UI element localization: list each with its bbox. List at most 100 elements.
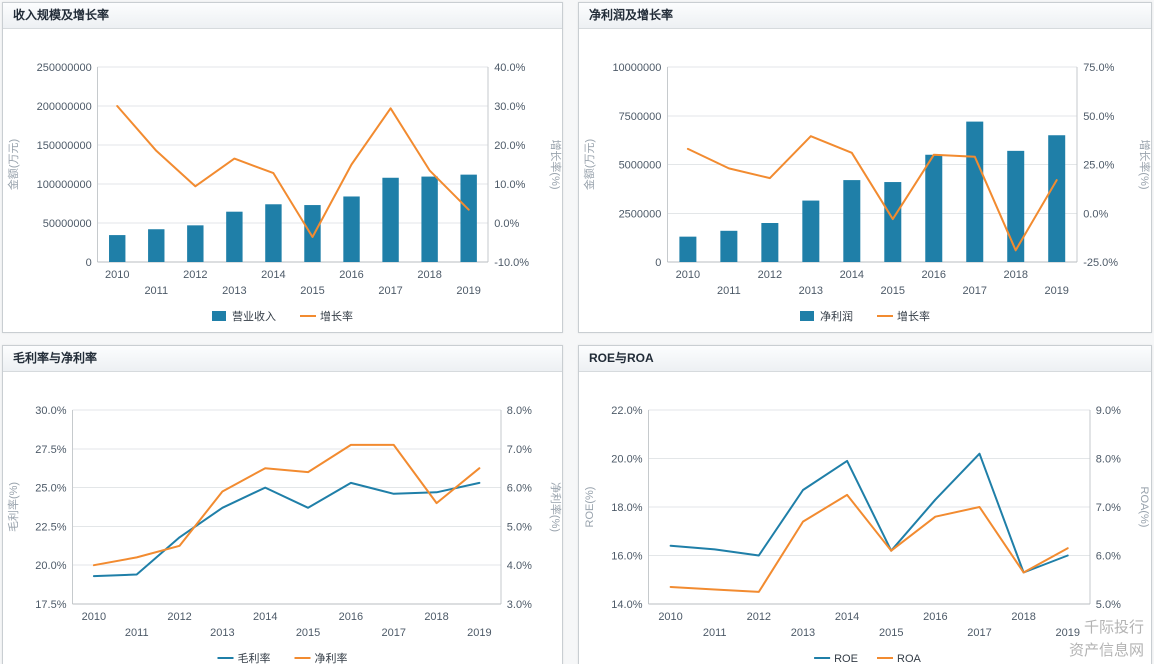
svg-text:2011: 2011 xyxy=(717,285,741,297)
svg-text:2014: 2014 xyxy=(253,611,277,623)
svg-text:2019: 2019 xyxy=(1055,627,1079,639)
svg-text:20.0%: 20.0% xyxy=(611,454,642,466)
svg-text:20.0%: 20.0% xyxy=(494,140,525,152)
svg-text:22.5%: 22.5% xyxy=(35,521,66,533)
chart-roe-roa: 22.0% 20.0% 18.0% 16.0% 14.0% 9.0% 8.0% 7.0% 6.0… xyxy=(579,372,1151,664)
svg-text:2014: 2014 xyxy=(261,269,285,281)
svg-text:2013: 2013 xyxy=(799,285,823,297)
svg-text:2018: 2018 xyxy=(417,269,441,281)
svg-text:40.0%: 40.0% xyxy=(494,62,525,74)
svg-text:200000000: 200000000 xyxy=(37,101,92,113)
svg-text:2010: 2010 xyxy=(658,611,682,623)
svg-text:2019: 2019 xyxy=(1044,285,1068,297)
svg-text:2017: 2017 xyxy=(967,627,991,639)
svg-text:ROE(%): ROE(%) xyxy=(584,487,596,528)
svg-text:7.0%: 7.0% xyxy=(507,444,532,456)
chart-margins: 30.0% 27.5% 25.0% 22.5% 20.0% 17.5% 8.0% 7.0% 6.… xyxy=(3,372,562,664)
svg-text:2012: 2012 xyxy=(167,611,191,623)
panel-title-revenue-growth: 收入规模及增长率 xyxy=(3,3,562,29)
svg-text:ROE: ROE xyxy=(834,653,858,664)
panel-title-netprofit-growth: 净利润及增长率 xyxy=(579,3,1151,29)
panel-netprofit-growth: 净利润及增长率 10000000 7500000 5000000 2500000 0 75… xyxy=(578,2,1152,333)
svg-text:2013: 2013 xyxy=(210,627,234,639)
svg-text:9.0%: 9.0% xyxy=(1096,405,1121,417)
svg-text:2016: 2016 xyxy=(339,269,363,281)
svg-text:2018: 2018 xyxy=(1003,269,1027,281)
svg-text:10000000: 10000000 xyxy=(612,62,661,74)
svg-text:净利率: 净利率 xyxy=(315,651,348,664)
svg-text:2010: 2010 xyxy=(82,611,106,623)
svg-text:14.0%: 14.0% xyxy=(611,599,642,611)
svg-text:150000000: 150000000 xyxy=(37,140,92,152)
svg-text:2016: 2016 xyxy=(339,611,363,623)
svg-text:30.0%: 30.0% xyxy=(35,405,66,417)
svg-text:5.0%: 5.0% xyxy=(1096,599,1121,611)
svg-text:增长率: 增长率 xyxy=(897,309,930,323)
svg-text:营业收入: 营业收入 xyxy=(232,309,276,323)
svg-text:2018: 2018 xyxy=(1011,611,1035,623)
svg-text:2012: 2012 xyxy=(183,269,207,281)
panel-title-text: 净利润及增长率 xyxy=(589,8,674,22)
svg-text:2010: 2010 xyxy=(676,269,700,281)
svg-text:6.0%: 6.0% xyxy=(1096,551,1121,563)
svg-text:2015: 2015 xyxy=(881,285,905,297)
svg-text:2015: 2015 xyxy=(879,627,903,639)
svg-text:2019: 2019 xyxy=(456,285,480,297)
svg-text:2019: 2019 xyxy=(467,627,491,639)
panel-title-roe-roa: ROE与ROA xyxy=(579,346,1151,372)
svg-text:2012: 2012 xyxy=(747,611,771,623)
svg-text:0: 0 xyxy=(86,257,92,269)
chart-revenue-growth: 250000000 200000000 150000000 100000000 5000… xyxy=(3,29,562,332)
svg-text:2017: 2017 xyxy=(378,285,402,297)
svg-text:-10.0%: -10.0% xyxy=(494,257,529,269)
svg-text:5.0%: 5.0% xyxy=(507,521,532,533)
svg-text:18.0%: 18.0% xyxy=(611,502,642,514)
svg-text:增长率(%): 增长率(%) xyxy=(1138,139,1151,189)
svg-text:2015: 2015 xyxy=(300,285,324,297)
svg-text:6.0%: 6.0% xyxy=(507,483,532,495)
svg-text:50.0%: 50.0% xyxy=(1083,111,1114,123)
svg-text:250000000: 250000000 xyxy=(37,62,92,74)
svg-text:毛利率: 毛利率 xyxy=(238,651,271,664)
svg-text:2016: 2016 xyxy=(922,269,946,281)
svg-text:增长率: 增长率 xyxy=(320,309,353,323)
svg-text:金额(万元): 金额(万元) xyxy=(582,139,596,190)
svg-text:100000000: 100000000 xyxy=(37,179,92,191)
panel-title-margins: 毛利率与净利率 xyxy=(3,346,562,372)
svg-text:增长率(%): 增长率(%) xyxy=(549,139,562,189)
svg-text:2010: 2010 xyxy=(105,269,129,281)
svg-text:22.0%: 22.0% xyxy=(611,405,642,417)
svg-text:0.0%: 0.0% xyxy=(1083,208,1108,220)
svg-text:2014: 2014 xyxy=(835,611,859,623)
svg-text:-25.0%: -25.0% xyxy=(1083,257,1118,269)
svg-text:20.0%: 20.0% xyxy=(35,560,66,572)
svg-text:30.0%: 30.0% xyxy=(494,101,525,113)
svg-text:2016: 2016 xyxy=(923,611,947,623)
svg-text:16.0%: 16.0% xyxy=(611,551,642,563)
svg-text:0: 0 xyxy=(655,257,661,269)
svg-text:7.0%: 7.0% xyxy=(1096,502,1121,514)
svg-text:27.5%: 27.5% xyxy=(35,444,66,456)
svg-text:ROA(%): ROA(%) xyxy=(1138,487,1150,528)
svg-text:2017: 2017 xyxy=(381,627,405,639)
svg-text:8.0%: 8.0% xyxy=(507,405,532,417)
svg-text:10.0%: 10.0% xyxy=(494,179,525,191)
svg-text:2500000: 2500000 xyxy=(619,208,662,220)
svg-text:17.5%: 17.5% xyxy=(35,599,66,611)
svg-text:金额(万元): 金额(万元) xyxy=(6,139,20,190)
svg-text:2018: 2018 xyxy=(424,611,448,623)
svg-text:净利率(%): 净利率(%) xyxy=(549,482,562,532)
svg-text:50000000: 50000000 xyxy=(43,218,92,230)
panel-revenue-growth: 收入规模及增长率 250000000 200000000 150000000 1000… xyxy=(2,2,563,333)
svg-text:5000000: 5000000 xyxy=(619,160,662,172)
svg-text:0.0%: 0.0% xyxy=(494,218,519,230)
svg-text:2012: 2012 xyxy=(758,269,782,281)
svg-text:7500000: 7500000 xyxy=(619,111,662,123)
svg-text:2011: 2011 xyxy=(144,285,168,297)
panel-title-text: 毛利率与净利率 xyxy=(13,351,98,365)
svg-text:3.0%: 3.0% xyxy=(507,599,532,611)
chart-netprofit-growth: 10000000 7500000 5000000 2500000 0 75.0% 50.0%… xyxy=(579,29,1151,332)
svg-text:ROA: ROA xyxy=(897,653,922,664)
